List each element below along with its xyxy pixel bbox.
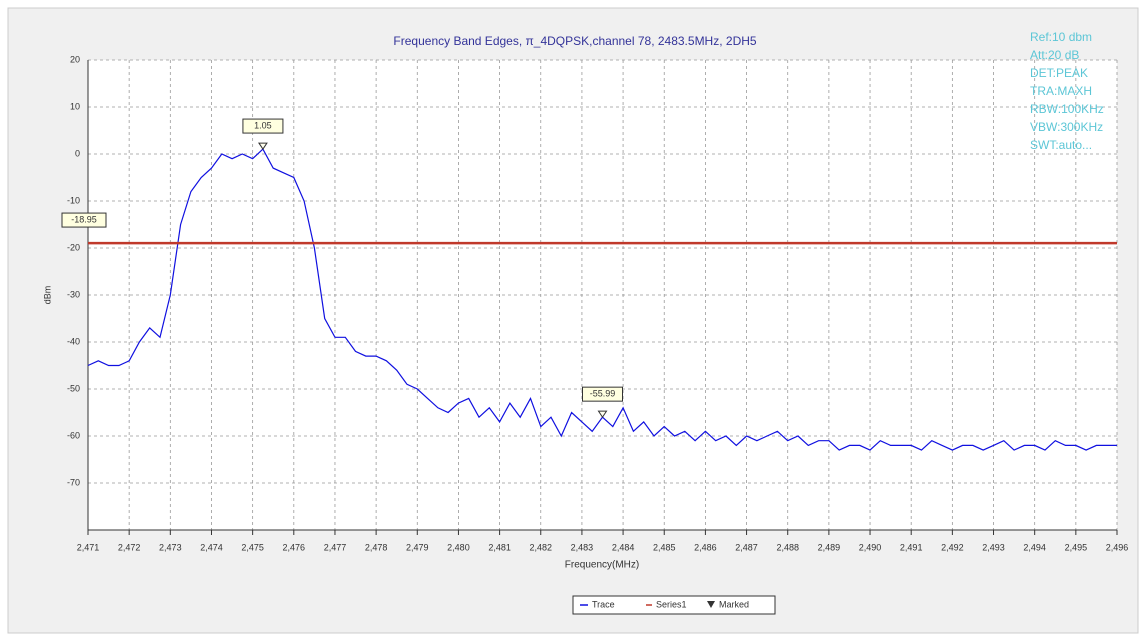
x-tick-label: 2,490 — [859, 542, 882, 552]
x-tick-label: 2,479 — [406, 542, 429, 552]
x-tick-label: 2,493 — [982, 542, 1005, 552]
x-tick-label: 2,480 — [447, 542, 470, 552]
y-axis-label: dBm — [42, 286, 52, 305]
info-text: Att:20 dB — [1030, 48, 1079, 62]
y-tick-label: -70 — [67, 477, 80, 487]
marker — [597, 410, 608, 419]
marker-label-box — [242, 118, 284, 134]
x-tick-label: 2,477 — [324, 542, 347, 552]
chart-title: Frequency Band Edges, π_4DQPSK,channel 7… — [393, 34, 756, 48]
x-tick-label: 2,489 — [818, 542, 841, 552]
y-tick-label: -30 — [67, 289, 80, 299]
x-tick-label: 2,485 — [653, 542, 676, 552]
x-axis-label: Frequency(MHz) — [565, 560, 639, 571]
x-tick-label: 2,486 — [694, 542, 717, 552]
x-tick-label: 2,478 — [365, 542, 388, 552]
y-tick-label: -20 — [67, 242, 80, 252]
limit-label-box — [61, 212, 107, 228]
x-tick-label: 2,481 — [488, 542, 511, 552]
x-tick-label: 2,492 — [941, 542, 964, 552]
x-tick-label: 2,487 — [735, 542, 758, 552]
marker — [257, 142, 268, 150]
legend-swatch — [707, 601, 715, 608]
x-tick-label: 2,488 — [776, 542, 799, 552]
info-text: Ref:10 dbm — [1030, 30, 1092, 44]
info-text: VBW:300KHz — [1030, 120, 1103, 134]
info-text: RBW:100KHz — [1030, 102, 1104, 116]
y-tick-label: 10 — [70, 101, 80, 111]
x-tick-label: 2,474 — [200, 542, 223, 552]
x-tick-label: 2,472 — [118, 542, 141, 552]
x-tick-label: 2,475 — [241, 542, 264, 552]
legend-label: Series1 — [656, 599, 687, 609]
legend-label: Trace — [592, 599, 615, 609]
marker-label: -55.99 — [590, 389, 616, 399]
y-tick-label: 20 — [70, 54, 80, 64]
marker-label-box — [582, 386, 623, 402]
x-tick-label: 2,483 — [571, 542, 594, 552]
info-text: TRA:MAXH — [1030, 84, 1092, 98]
x-tick-label: 2,484 — [612, 542, 635, 552]
y-tick-label: -40 — [67, 336, 80, 346]
x-tick-label: 2,473 — [159, 542, 182, 552]
info-text: DET:PEAK — [1030, 66, 1088, 80]
x-tick-label: 2,495 — [1065, 542, 1088, 552]
x-tick-label: 2,482 — [529, 542, 552, 552]
y-tick-label: -50 — [67, 383, 80, 393]
y-tick-label: 0 — [75, 148, 80, 158]
marker-label: 1.05 — [254, 120, 272, 130]
x-tick-label: 2,491 — [900, 542, 923, 552]
plot-area — [88, 60, 1117, 530]
legend — [572, 595, 776, 615]
y-tick-label: -10 — [67, 195, 80, 205]
y-tick-label: -60 — [67, 430, 80, 440]
x-tick-label: 2,471 — [77, 542, 100, 552]
limit-label: -18.95 — [71, 214, 97, 224]
x-tick-label: 2,496 — [1106, 542, 1129, 552]
x-tick-label: 2,494 — [1023, 542, 1046, 552]
x-tick-label: 2,476 — [283, 542, 306, 552]
info-text: SWT:auto... — [1030, 138, 1092, 152]
legend-label: Marked — [719, 599, 749, 609]
